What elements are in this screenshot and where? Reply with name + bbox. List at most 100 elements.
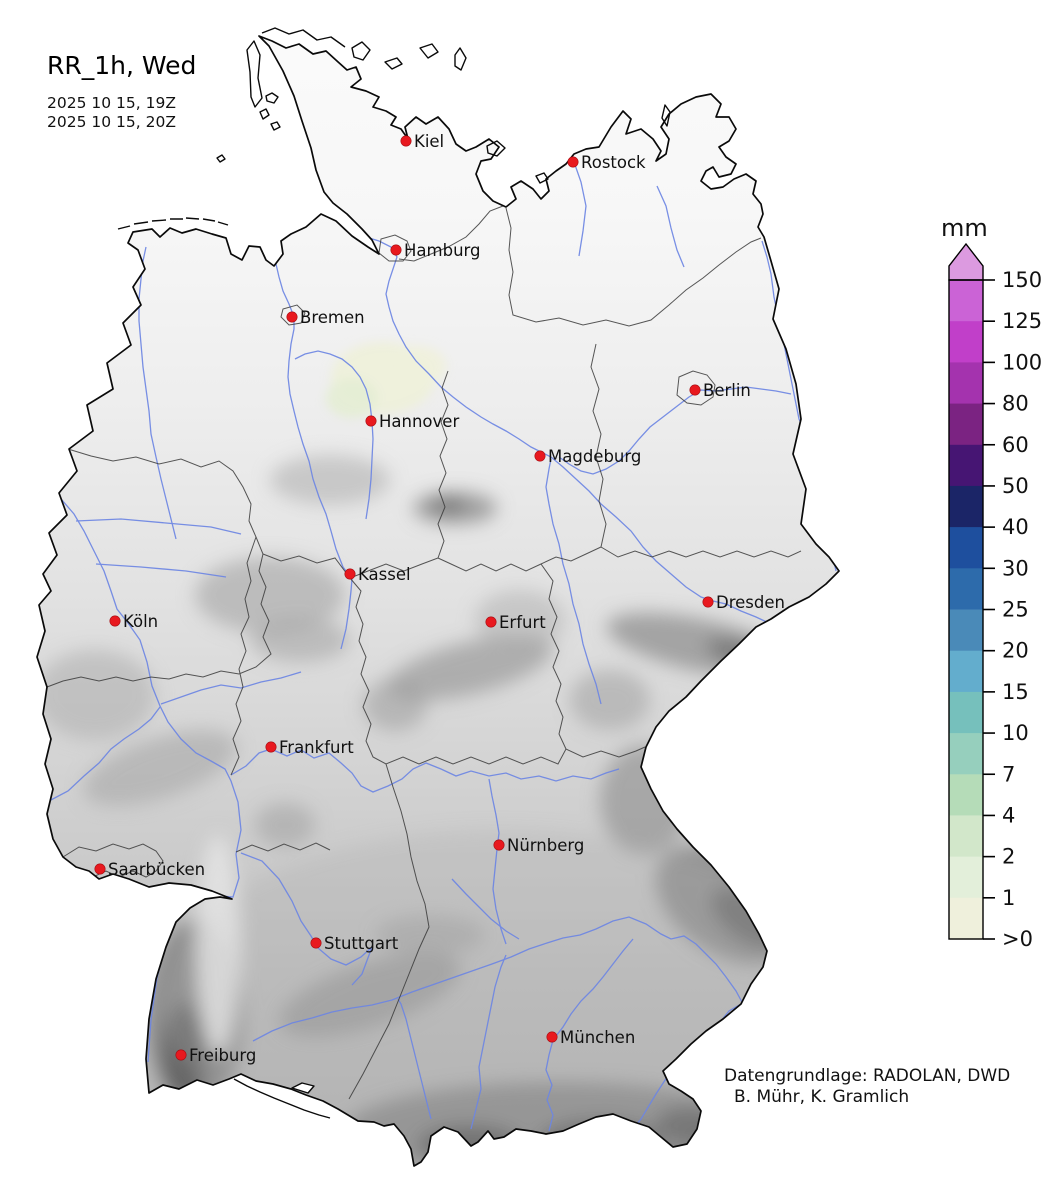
- colorbar-tick-label: 30: [1002, 556, 1029, 580]
- city-label: Köln: [123, 612, 158, 631]
- city-label: Hamburg: [404, 241, 481, 260]
- city-marker: Hannover: [366, 412, 460, 431]
- colorbar-tick-label: 10: [1002, 721, 1029, 745]
- colorbar-band: [949, 568, 983, 610]
- colorbar-tick-label: 50: [1002, 474, 1029, 498]
- danish-island: [420, 44, 438, 58]
- colorbar-tick-label: 80: [1002, 392, 1029, 416]
- colorbar-title: mm: [941, 214, 988, 242]
- city-marker: Saarbücken: [95, 860, 205, 879]
- credits: Datengrundlage: RADOLAN, DWD B. Mühr, K.…: [724, 1066, 1010, 1109]
- city-marker: Nürnberg: [494, 836, 585, 855]
- colorbar-tick-label: 4: [1002, 803, 1015, 827]
- title-block: RR_1h, Wed 2025 10 15, 19Z 2025 10 15, 2…: [47, 52, 196, 133]
- colorbar-tick-label: 7: [1002, 762, 1015, 786]
- colorbar-band: [949, 486, 983, 528]
- island-sylt: [247, 41, 262, 107]
- colorbar-tick-label: 125: [1002, 309, 1042, 333]
- colorbar-tick-label: 15: [1002, 680, 1029, 704]
- colorbar-band: [949, 692, 983, 734]
- colorbar-band: [949, 321, 983, 363]
- city-dot: [95, 864, 105, 874]
- city-label: Nürnberg: [507, 836, 584, 855]
- city-dot: [110, 616, 120, 626]
- colorbar-band: [949, 280, 983, 322]
- germany-precipitation-map: Kiel Rostock Hamburg Bremen Berlin Hannover Ma…: [0, 0, 1053, 1185]
- colorbar-ticks: [983, 280, 995, 939]
- colorbar-band: [949, 651, 983, 693]
- island-als: [352, 42, 370, 60]
- city-dot: [568, 157, 578, 167]
- colorbar: mm 150 125 100 80 60 50 40 30 25 20 15 10 7 4 2 1 >0: [941, 214, 1042, 951]
- colorbar-bands: [949, 280, 983, 940]
- east-frisian-islands: [118, 218, 228, 229]
- colorbar-tick-label: >0: [1002, 927, 1033, 951]
- colorbar-band: [949, 733, 983, 775]
- colorbar-band: [949, 815, 983, 857]
- island-pellworm: [271, 122, 280, 130]
- city-dot: [391, 245, 401, 255]
- city-dot: [401, 136, 411, 146]
- credit-authors: B. Mühr, K. Gramlich: [724, 1087, 1010, 1108]
- city-marker: Dresden: [703, 593, 785, 612]
- city-dot: [690, 385, 700, 395]
- city-dot: [176, 1050, 186, 1060]
- city-marker: München: [547, 1028, 635, 1047]
- city-label: Freiburg: [189, 1046, 256, 1065]
- city-marker: Frankfurt: [266, 738, 354, 757]
- island-foehr: [266, 93, 278, 103]
- city-label: Erfurt: [499, 613, 546, 632]
- city-marker: Magdeburg: [535, 447, 642, 466]
- city-dot: [266, 742, 276, 752]
- colorbar-band: [949, 404, 983, 446]
- colorbar-tick-label: 2: [1002, 845, 1015, 869]
- city-label: Kassel: [358, 565, 411, 584]
- city-label: Magdeburg: [548, 447, 641, 466]
- city-label: Saarbücken: [108, 860, 205, 879]
- city-dot: [366, 416, 376, 426]
- terrain-layer: [0, 0, 1053, 1185]
- city-label: Kiel: [414, 132, 444, 151]
- colorbar-tick-labels: 150 125 100 80 60 50 40 30 25 20 15 10 7 4 2 1 >0: [1002, 268, 1042, 951]
- island-helgoland: [217, 155, 225, 162]
- city-dot: [287, 312, 297, 322]
- timestamp-end: 2025 10 15, 20Z: [47, 113, 196, 133]
- credit-source: Datengrundlage: RADOLAN, DWD: [724, 1066, 1010, 1087]
- colorbar-band: [949, 898, 983, 940]
- timestamp-start: 2025 10 15, 19Z: [47, 94, 196, 114]
- city-label: München: [560, 1028, 635, 1047]
- colorbar-band: [949, 445, 983, 487]
- colorbar-tick-label: 40: [1002, 515, 1029, 539]
- city-dot: [703, 597, 713, 607]
- city-dot: [535, 451, 545, 461]
- city-dot: [494, 840, 504, 850]
- colorbar-band: [949, 610, 983, 652]
- colorbar-tick-label: 150: [1002, 268, 1042, 292]
- page-title: RR_1h, Wed: [47, 52, 196, 80]
- city-dot: [486, 617, 496, 627]
- colorbar-tick-label: 60: [1002, 433, 1029, 457]
- colorbar-tick-label: 20: [1002, 639, 1029, 663]
- colorbar-band: [949, 857, 983, 899]
- city-dot: [345, 569, 355, 579]
- city-label: Stuttgart: [324, 934, 399, 953]
- colorbar-band: [949, 362, 983, 404]
- colorbar-extend-arrow: [949, 244, 983, 280]
- island-amrum: [260, 109, 269, 119]
- colorbar-tick-label: 1: [1002, 886, 1015, 910]
- weather-map-page: Kiel Rostock Hamburg Bremen Berlin Hannover Ma…: [0, 0, 1053, 1185]
- city-label: Bremen: [300, 308, 365, 327]
- colorbar-tick-label: 25: [1002, 598, 1029, 622]
- city-label: Dresden: [716, 593, 785, 612]
- colorbar-band: [949, 527, 983, 569]
- city-label: Berlin: [703, 381, 751, 400]
- city-marker: Stuttgart: [311, 934, 399, 953]
- colorbar-band: [949, 774, 983, 816]
- colorbar-tick-label: 100: [1002, 350, 1042, 374]
- island-aeroe: [385, 58, 402, 69]
- city-label: Frankfurt: [279, 738, 354, 757]
- city-dot: [311, 938, 321, 948]
- city-label: Rostock: [581, 153, 646, 172]
- island-langeland: [455, 48, 466, 70]
- city-marker: Hamburg: [391, 241, 481, 260]
